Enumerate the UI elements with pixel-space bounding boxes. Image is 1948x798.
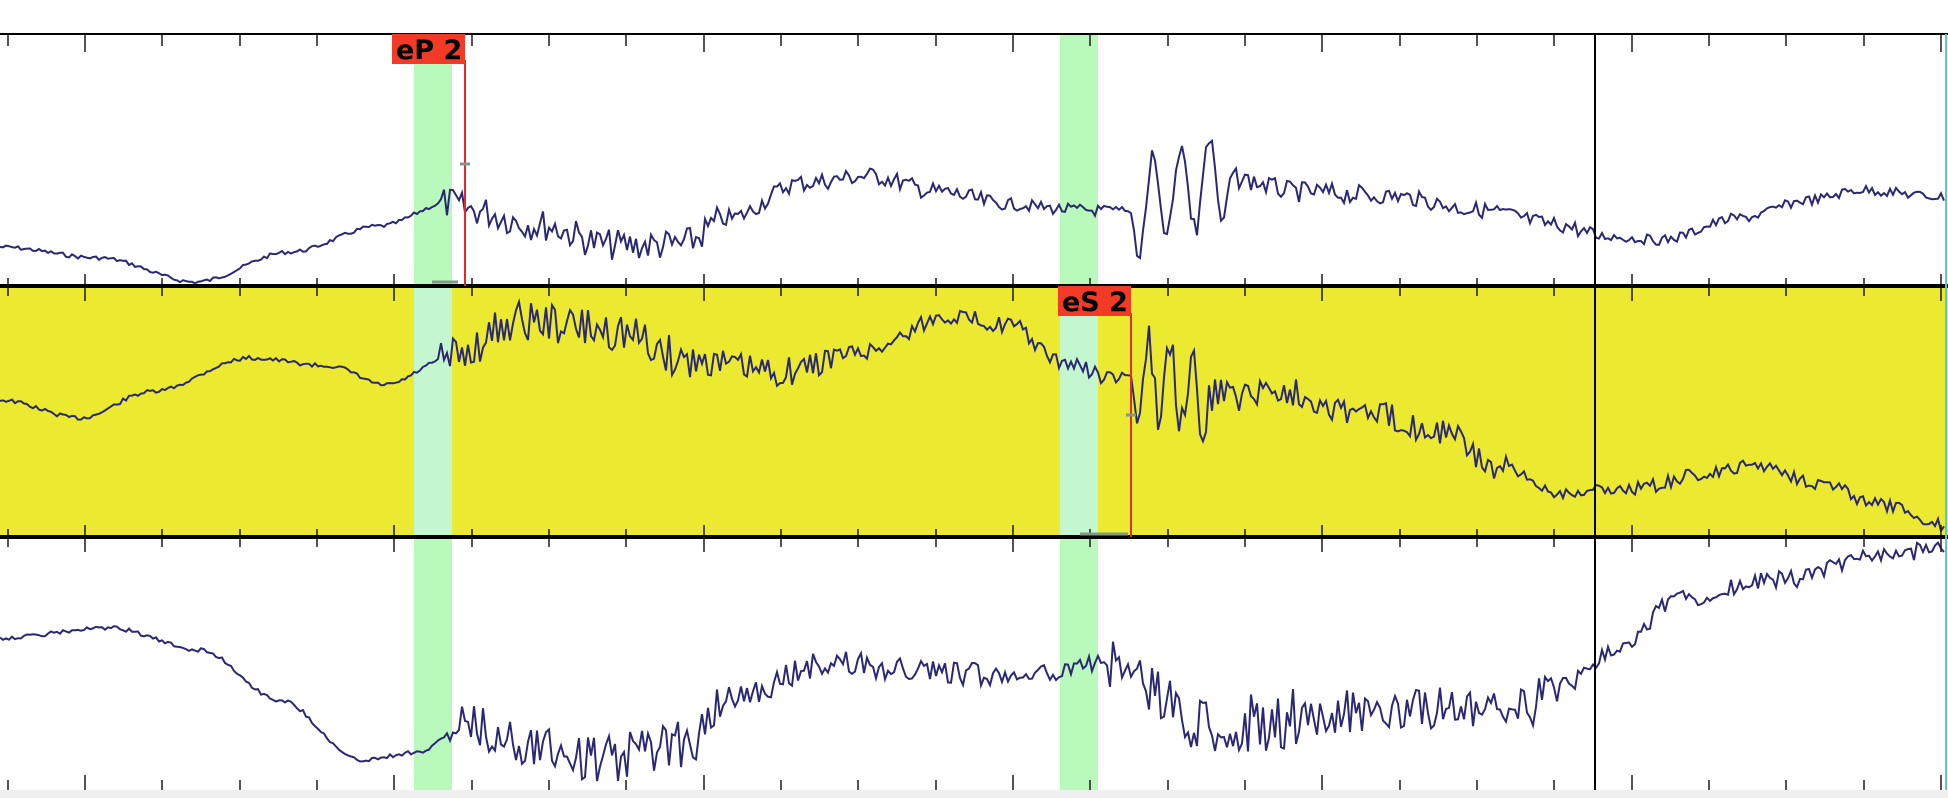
pick-label-s: eS 2 — [1062, 287, 1128, 318]
pick-label-p: eP 2 — [396, 35, 462, 66]
waveform-trace-3[interactable] — [0, 540, 1945, 782]
pick-label-box-p[interactable] — [392, 34, 465, 64]
pick-marker-s[interactable]: eS 2 — [1058, 286, 1136, 537]
selected-trace-background — [0, 287, 1948, 537]
pick-marker-p[interactable]: eP 2 — [392, 34, 470, 286]
pick-label-box-s[interactable] — [1058, 286, 1131, 316]
pick-window-s-selected — [1060, 287, 1098, 537]
waveform-trace-2[interactable] — [0, 297, 1945, 534]
bottom-status-strip — [0, 790, 1948, 798]
pick-window-p-selected — [414, 287, 452, 537]
waveform-trace-1[interactable] — [0, 138, 1945, 285]
